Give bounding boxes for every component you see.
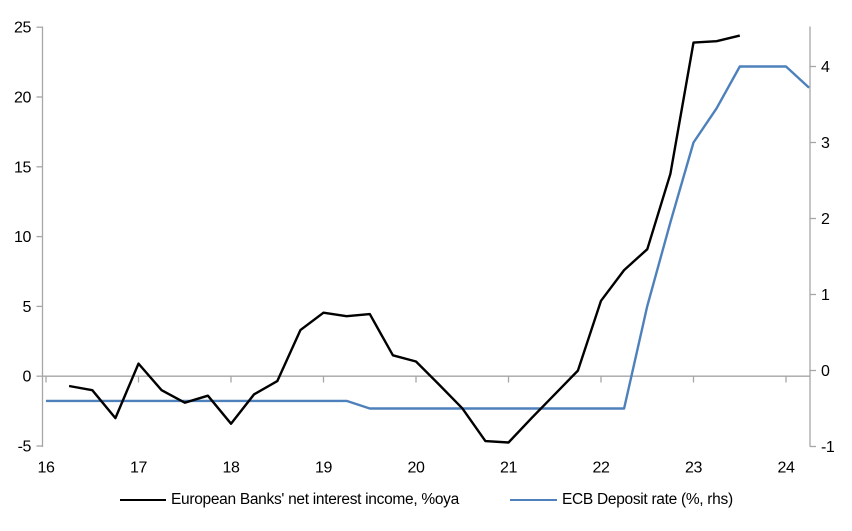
right-axis-tick-label: 0 xyxy=(821,363,830,380)
series-line-right xyxy=(46,65,810,410)
left-axis-tick-label: -5 xyxy=(18,439,32,456)
right-axis-tick-label: 4 xyxy=(821,59,830,76)
right-axis-tick-label: 1 xyxy=(821,287,830,304)
x-tick-label: 18 xyxy=(223,460,240,477)
left-axis-tick-label: 25 xyxy=(14,20,31,37)
left-axis-tick-label: 20 xyxy=(14,90,31,107)
right-axis-tick-label: 3 xyxy=(821,135,830,152)
left-axis-tick-label: 0 xyxy=(23,369,32,386)
x-tick-label: 19 xyxy=(315,460,332,477)
x-tick-label: 21 xyxy=(500,460,517,477)
x-tick-label: 22 xyxy=(593,460,610,477)
left-axis-tick-label: 10 xyxy=(14,229,31,246)
x-tick-label: 20 xyxy=(408,460,425,477)
x-tick-label: 17 xyxy=(130,460,147,477)
x-tick-label: 16 xyxy=(38,460,55,477)
x-tick-label: 24 xyxy=(778,460,795,477)
series-line-left xyxy=(68,34,741,444)
right-axis-tick-label: -1 xyxy=(821,439,835,456)
left-axis-tick-label: 15 xyxy=(14,159,31,176)
x-tick-label: 23 xyxy=(685,460,702,477)
right-axis-tick-label: 2 xyxy=(821,211,830,228)
left-axis-tick-label: 5 xyxy=(23,299,32,316)
